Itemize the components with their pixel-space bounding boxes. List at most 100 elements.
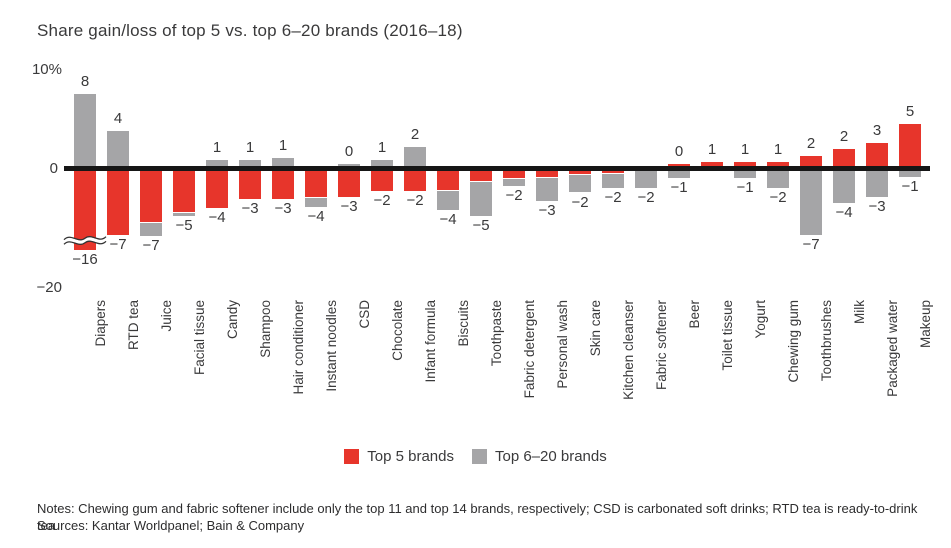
bar-segment-top620 [239, 159, 261, 169]
value-label-below: −3 [868, 198, 886, 216]
value-label-below: −2 [373, 191, 391, 209]
value-label-below: −7 [802, 235, 820, 253]
value-label-below: −4 [208, 208, 226, 226]
value-label-below: −16 [72, 250, 98, 268]
bar-segment-top620 [866, 169, 888, 198]
bar-segment-top620 [140, 221, 162, 236]
bar-segment-top5 [74, 169, 96, 250]
legend-item-top5: Top 5 brands [344, 448, 454, 465]
category-label: Chewing gum [786, 300, 801, 383]
value-label-below: −2 [769, 188, 787, 206]
category-label: Biscuits [456, 300, 471, 347]
bar-segment-top5 [272, 169, 294, 200]
category-label: Shampoo [258, 300, 273, 358]
value-label-below: −5 [472, 217, 490, 234]
value-label-above: 8 [80, 72, 90, 90]
value-label-below: −2 [604, 188, 622, 206]
bar-segment-top620 [173, 212, 195, 216]
value-label-below: −4 [835, 203, 853, 221]
bar-segment-top620 [899, 169, 921, 178]
bar-segment-top620 [569, 173, 591, 193]
bar-segment-top5 [701, 161, 723, 169]
bar-segment-top5 [800, 155, 822, 169]
category-label: Toothpaste [489, 300, 504, 367]
axis-break-squiggle [62, 235, 108, 249]
category-label: Yogurt [753, 300, 768, 339]
bar-segment-top620 [800, 169, 822, 235]
value-label-below: −3 [274, 200, 292, 218]
bar-segment-top5 [371, 169, 393, 191]
bar-segment-top620 [305, 197, 327, 207]
category-label: CSD [357, 300, 372, 329]
value-label-above: 1 [773, 140, 783, 158]
y-axis-tick-10pct: 10% [31, 61, 62, 78]
bar-segment-top5 [404, 169, 426, 191]
bar-segment-top5 [503, 169, 525, 179]
legend-item-top620: Top 6–20 brands [471, 448, 607, 465]
bar-segment-top620 [767, 169, 789, 188]
value-label-below: −7 [142, 236, 160, 254]
category-label: Toothbrushes [819, 300, 834, 382]
value-label-above: 0 [344, 143, 354, 161]
legend-swatch-top620 [471, 449, 487, 464]
value-label-above: 2 [806, 134, 816, 152]
legend-label: Top 6–20 brands [494, 448, 607, 465]
bar-segment-top620 [74, 93, 96, 169]
page-title: Share gain/loss of top 5 vs. top 6–20 br… [37, 21, 463, 40]
value-label-above: 3 [872, 121, 882, 139]
category-label: Fabric softener [654, 300, 669, 391]
value-label-above: 4 [113, 110, 123, 128]
bar-segment-top620 [833, 169, 855, 203]
bar-segment-top620 [602, 172, 624, 188]
legend-swatch-top5 [344, 449, 360, 464]
bar-segment-top5 [470, 169, 492, 182]
value-label-below: −2 [571, 193, 589, 211]
category-label: Candy [225, 300, 240, 340]
bar-segment-top620 [668, 169, 690, 179]
bar-segment-top5 [305, 169, 327, 198]
category-label: Juice [159, 300, 174, 332]
value-label-below: −5 [175, 217, 193, 234]
bar-segment-top620 [536, 176, 558, 201]
category-label: Personal wash [555, 300, 570, 389]
bar-segment-top5 [569, 169, 591, 174]
bar-segment-top620 [437, 189, 459, 211]
category-label: Facial tissue [192, 300, 207, 376]
value-label-above: 2 [839, 128, 849, 146]
value-label-below: −1 [736, 179, 754, 197]
value-label-below: −2 [505, 186, 523, 204]
value-label-above: 0 [674, 143, 684, 161]
bar-segment-top5 [734, 161, 756, 169]
value-label-above: 1 [707, 140, 717, 158]
category-label: Skin care [588, 300, 603, 357]
value-label-above: 1 [278, 136, 288, 154]
value-label-below: −1 [670, 179, 688, 197]
bar-segment-top620 [107, 131, 129, 169]
value-label-below: −2 [406, 191, 424, 209]
value-label-below: −3 [538, 201, 556, 219]
value-label-above: 1 [245, 138, 255, 156]
sources-text: Sources: Kantar Worldpanel; Bain & Compa… [37, 518, 305, 533]
value-label-below: −4 [307, 207, 325, 225]
value-label-above: 2 [410, 126, 420, 144]
bar-segment-top5 [536, 169, 558, 177]
bar-segment-top5 [767, 161, 789, 169]
category-label: Packaged water [885, 300, 900, 397]
bar-segment-top620 [272, 157, 294, 169]
category-label: Instant noodles [324, 300, 339, 392]
legend-label: Top 5 brands [367, 448, 454, 465]
value-label-above: 1 [740, 140, 750, 158]
bar-segment-top5 [173, 169, 195, 213]
category-label: Kitchen cleanser [621, 300, 636, 400]
y-axis-tick-minus20: −20 [36, 279, 62, 296]
value-label-below: −3 [241, 200, 259, 218]
bar-segment-top620 [635, 169, 657, 188]
category-label: Beer [687, 300, 702, 329]
category-label: Hair conditioner [291, 300, 306, 395]
category-label: Chocolate [390, 300, 405, 361]
zero-axis-line [64, 166, 930, 171]
legend: Top 5 brands Top 6–20 brands [0, 448, 951, 465]
category-label: Diapers [93, 300, 108, 347]
category-label: Toilet tissue [720, 300, 735, 371]
